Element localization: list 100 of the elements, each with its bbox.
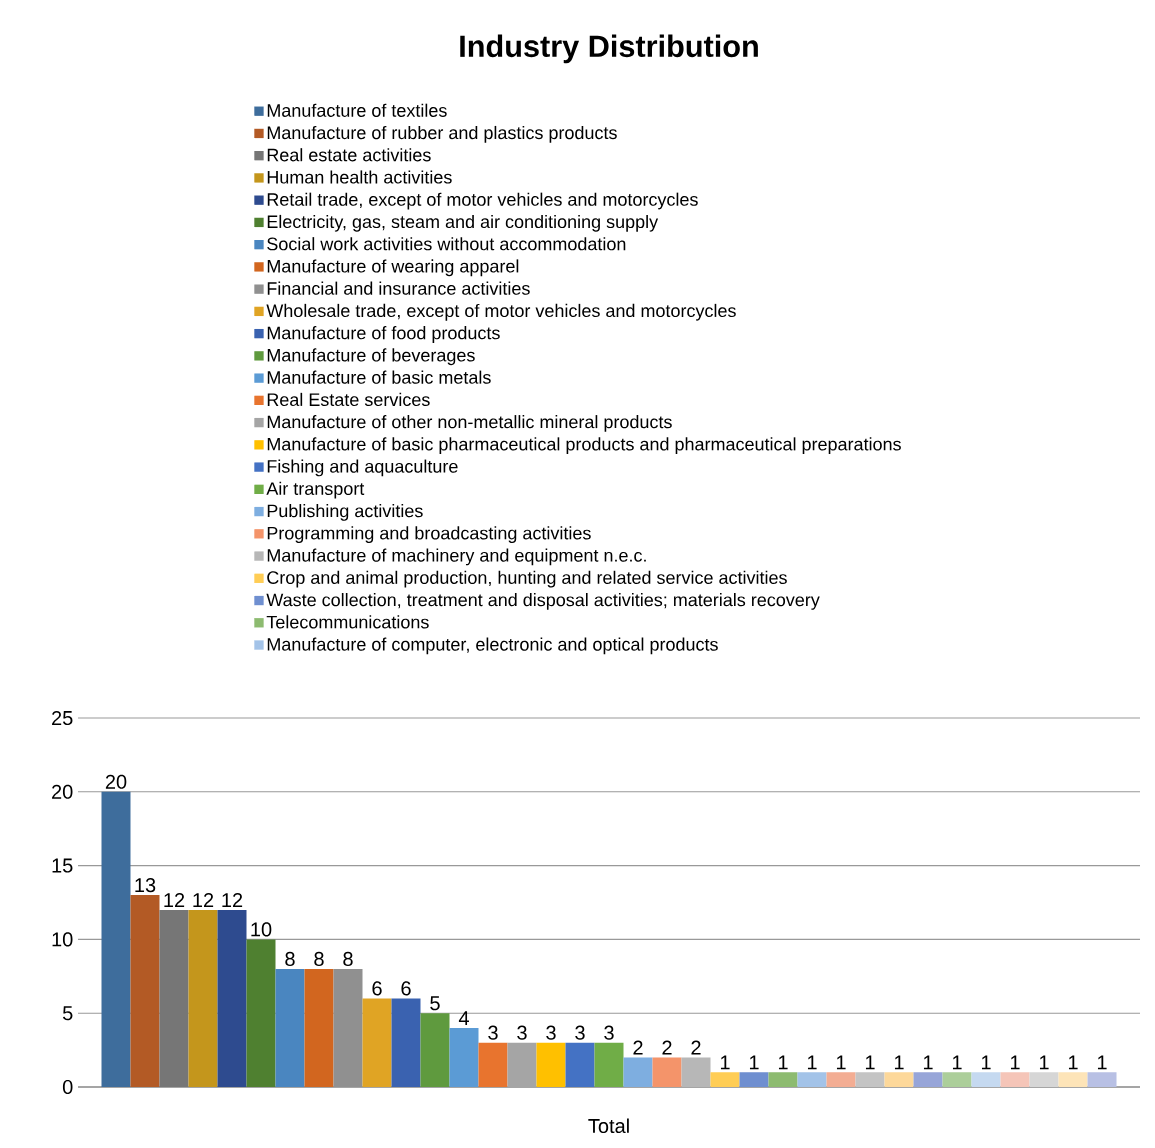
bar <box>623 1057 653 1087</box>
data-label: 1 <box>952 1055 962 1070</box>
bar <box>130 895 160 1087</box>
bar <box>913 1072 943 1087</box>
data-label: 12 <box>164 892 185 907</box>
legend-label: Crop and animal production, hunting and related service activities <box>267 570 787 588</box>
data-label: 2 <box>662 1040 672 1055</box>
legend-label: Manufacture of food products <box>267 326 500 343</box>
data-label: 10 <box>251 922 272 937</box>
legend-label: Manufacture of machinery and equipment n.e.c. <box>267 548 646 566</box>
legend-label: Programming and broadcasting activities <box>267 526 591 544</box>
data-label: 6 <box>372 981 382 996</box>
legend-label: Fishing and aquaculture <box>267 459 458 477</box>
data-label: 3 <box>546 1025 556 1040</box>
legend-label: Air transport <box>266 481 365 499</box>
legend-label: Real Estate services <box>267 392 430 407</box>
data-label: 8 <box>285 951 295 966</box>
data-label: 1 <box>778 1055 788 1070</box>
data-label: 3 <box>604 1025 614 1040</box>
data-label: 3 <box>575 1025 585 1040</box>
bar <box>768 1072 798 1087</box>
bar <box>217 909 247 1087</box>
data-label: 3 <box>488 1025 498 1040</box>
data-label: 4 <box>458 1011 469 1026</box>
y-tick-label: 10 <box>52 932 73 947</box>
legend-label: Manufacture of textiles <box>267 103 447 117</box>
legend-label: Social work activities without accommodation <box>267 237 626 251</box>
bar <box>681 1057 711 1087</box>
bar <box>478 1042 508 1087</box>
legend-label: Telecommunications <box>266 615 429 629</box>
bar <box>1058 1072 1088 1087</box>
bar <box>159 909 189 1087</box>
y-tick-label: 0 <box>62 1079 73 1095</box>
bar <box>362 998 392 1087</box>
y-tick-label: 25 <box>52 710 73 726</box>
data-label: 1 <box>1097 1055 1107 1070</box>
data-label: 5 <box>430 996 440 1011</box>
bar <box>304 968 334 1087</box>
data-label: 3 <box>517 1025 527 1040</box>
bar <box>710 1072 740 1087</box>
y-tick-label: 5 <box>62 1006 73 1021</box>
legend-label: Electricity, gas, steam and air conditioning supply <box>267 214 659 232</box>
data-label: 2 <box>633 1040 643 1055</box>
legend-label: Manufacture of basic metals <box>267 370 491 384</box>
legend-label: Manufacture of other non-metallic mineral products <box>267 415 672 432</box>
legend-label: Wholesale trade, except of motor vehicles and motorcycles <box>266 303 736 321</box>
legend-label: Manufacture of computer, electronic and optical products <box>267 637 718 655</box>
bar <box>826 1072 856 1087</box>
x-tick-label: Total <box>588 1118 629 1134</box>
data-label: 12 <box>193 892 214 907</box>
data-label: 1 <box>1039 1055 1049 1070</box>
legend-label: Manufacture of beverages <box>267 348 475 366</box>
data-label: 12 <box>222 892 243 907</box>
data-label: 8 <box>343 951 353 966</box>
data-label: 1 <box>981 1055 991 1070</box>
data-label: 1 <box>720 1055 730 1070</box>
y-tick-label: 15 <box>52 858 73 873</box>
data-label: 13 <box>135 878 156 893</box>
data-label: 1 <box>1010 1055 1020 1070</box>
bar <box>536 1042 566 1087</box>
legend-label: Financial and insurance activities <box>267 281 530 295</box>
bar <box>594 1042 624 1087</box>
bar <box>652 1057 682 1087</box>
bar <box>391 998 421 1087</box>
bar <box>739 1072 769 1087</box>
data-label: 20 <box>105 774 127 789</box>
chart-title: Industry Distribution <box>460 34 758 64</box>
bar <box>101 791 131 1087</box>
data-label: 1 <box>923 1055 933 1070</box>
bar <box>1029 1072 1059 1087</box>
legend-label: Manufacture of wearing apparel <box>267 259 519 277</box>
data-label: 1 <box>865 1055 875 1070</box>
legend-label: Manufacture of basic pharmaceutical products and pharmaceutical preparations <box>267 437 901 455</box>
bar <box>942 1072 972 1087</box>
data-label: 1 <box>1068 1055 1078 1070</box>
legend-label: Publishing activities <box>267 504 423 521</box>
bar <box>971 1072 1001 1087</box>
bar <box>449 1027 479 1087</box>
data-label: 1 <box>749 1055 759 1070</box>
bar <box>1000 1072 1030 1087</box>
legend-label: Retail trade, except of motor vehicles and motorcycles <box>267 192 698 210</box>
data-label: 8 <box>314 951 324 966</box>
data-label: 1 <box>836 1055 846 1070</box>
legend-label: Real estate activities <box>267 148 431 162</box>
bar <box>188 909 218 1087</box>
data-label: 1 <box>807 1055 817 1070</box>
legend-label: Human health activities <box>267 170 452 184</box>
y-tick-label: 20 <box>52 784 73 799</box>
bar <box>855 1072 885 1087</box>
bar <box>275 968 305 1087</box>
bar <box>797 1072 827 1087</box>
bar <box>884 1072 914 1087</box>
bar <box>565 1042 595 1087</box>
legend-label: Manufacture of rubber and plastics products <box>267 125 617 143</box>
data-label: 1 <box>894 1055 904 1070</box>
bar <box>1087 1072 1117 1087</box>
bar <box>246 939 276 1087</box>
data-label: 2 <box>691 1040 701 1055</box>
bar <box>420 1013 450 1087</box>
legend-label: Waste collection, treatment and disposal activities; materials recovery <box>266 593 820 610</box>
